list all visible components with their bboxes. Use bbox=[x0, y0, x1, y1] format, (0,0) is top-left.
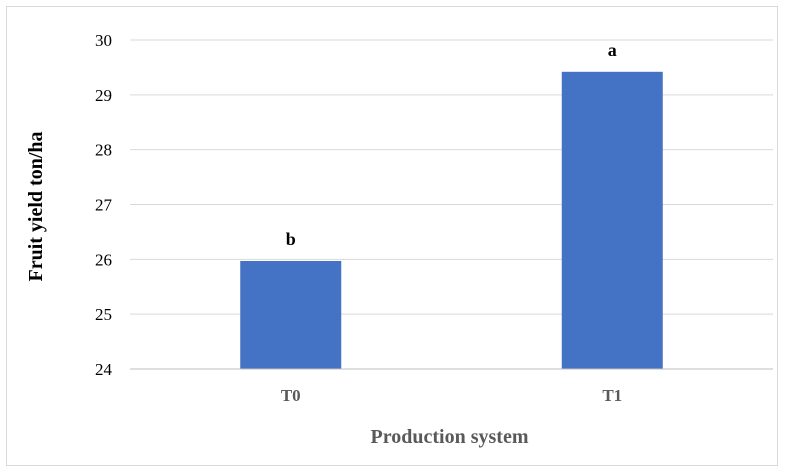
bars bbox=[240, 71, 663, 369]
y-axis-tick-labels: 24 25 26 27 28 29 30 bbox=[95, 31, 113, 379]
y-tick-label: 30 bbox=[95, 31, 112, 50]
y-axis-title: Fruit yield ton/ha bbox=[25, 131, 47, 281]
data-label-T1: a bbox=[608, 40, 617, 60]
y-tick-label: 28 bbox=[95, 141, 112, 160]
y-tick-label: 29 bbox=[95, 86, 112, 105]
x-tick-label-T1: T1 bbox=[602, 386, 622, 405]
y-tick-label: 26 bbox=[95, 250, 112, 269]
x-axis-title: Production system bbox=[371, 426, 529, 448]
data-label-T0: b bbox=[286, 229, 296, 249]
data-labels: ba bbox=[286, 40, 617, 249]
bar-T1 bbox=[561, 71, 663, 369]
y-tick-label: 27 bbox=[95, 196, 113, 215]
x-axis-tick-labels: T0 T1 bbox=[281, 386, 622, 405]
bar-T0 bbox=[240, 260, 342, 369]
gridlines bbox=[130, 39, 773, 315]
x-tick-label-T0: T0 bbox=[281, 386, 301, 405]
y-tick-label: 25 bbox=[95, 305, 112, 324]
y-tick-label: 24 bbox=[95, 360, 113, 379]
